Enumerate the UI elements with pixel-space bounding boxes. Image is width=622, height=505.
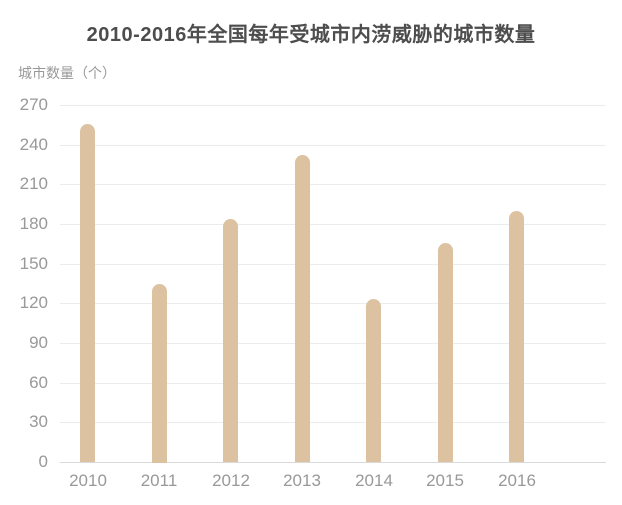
y-tick-label-150: 150 [19,254,48,273]
y-tick-label-90: 90 [29,333,48,352]
gridline-120 [60,303,606,304]
bar-2011 [152,284,167,463]
gridline-180 [60,224,606,225]
chart-title: 2010-2016年全国每年受城市内涝威胁的城市数量 [86,24,536,46]
y-axis-label: 城市数量（个） [18,65,116,81]
gridline-240 [60,145,606,146]
x-axis-baseline [60,462,606,463]
y-tick-label-0: 0 [38,452,48,471]
gridline-60 [60,383,606,384]
gridline-30 [60,422,606,423]
x-tick-label-2010: 2010 [69,471,107,490]
bar-2014 [366,299,381,462]
gridline-90 [60,343,606,344]
gridline-270 [60,105,606,106]
bar-2012 [223,219,238,462]
x-tick-label-2016: 2016 [498,471,536,490]
bar-2015 [438,243,453,462]
gridline-150 [60,264,606,265]
bar-2010 [80,124,95,462]
y-tick-label-60: 60 [29,373,48,392]
y-tick-label-270: 270 [19,95,48,114]
x-tick-label-2014: 2014 [355,471,393,490]
bar-2016 [509,211,524,462]
y-tick-label-240: 240 [19,135,48,154]
y-tick-label-30: 30 [29,412,48,431]
x-tick-label-2015: 2015 [426,471,464,490]
x-tick-label-2011: 2011 [140,471,178,490]
y-tick-label-210: 210 [19,174,48,193]
x-tick-label-2012: 2012 [212,471,250,490]
bar-2013 [295,155,310,462]
y-tick-label-180: 180 [19,214,48,233]
x-tick-label-2013: 2013 [283,471,321,490]
gridline-210 [60,184,606,185]
y-tick-label-120: 120 [19,293,48,312]
